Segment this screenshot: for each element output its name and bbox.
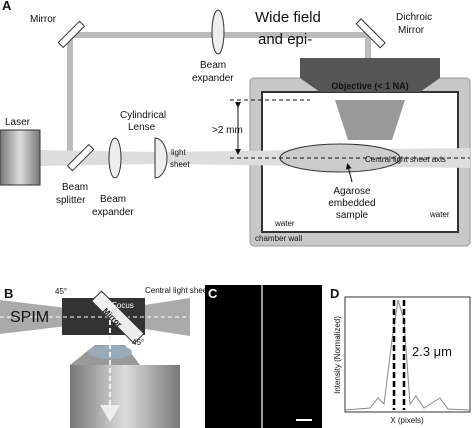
y-axis-label: Intensity (Normalized) xyxy=(333,316,342,394)
label: splitter xyxy=(56,195,86,206)
panel-label: C xyxy=(208,286,218,301)
label: sheet xyxy=(170,160,190,169)
label: Beam xyxy=(100,194,126,205)
label: expander xyxy=(92,207,134,218)
label: Mirror xyxy=(30,14,57,25)
label: Focus xyxy=(112,301,134,310)
label: Objective (< 1 NA) xyxy=(331,81,408,91)
label: >2 mm xyxy=(212,125,243,136)
panel-c: C xyxy=(205,285,322,428)
x-axis-label: X (pixels) xyxy=(390,416,424,425)
label: Central light sheet axis xyxy=(365,155,446,164)
label: Laser xyxy=(5,117,31,128)
label: Lense xyxy=(128,122,156,133)
label: SPIM xyxy=(10,309,49,326)
label: 45° xyxy=(132,338,144,347)
objective-cone xyxy=(335,100,405,140)
label: Cylindrical xyxy=(120,110,166,121)
label: 2.3 μm xyxy=(412,344,452,359)
dichroic-mirror xyxy=(355,18,386,49)
label: and epi- xyxy=(258,31,312,48)
panel-label: B xyxy=(4,286,13,301)
lens xyxy=(211,9,225,55)
label: Central light sheet axis xyxy=(145,286,226,295)
laser xyxy=(0,129,41,186)
arrow xyxy=(100,405,120,422)
label: Beam xyxy=(62,182,88,193)
label: Wide field xyxy=(255,9,321,26)
lens xyxy=(108,137,122,179)
label: Agarose xyxy=(333,186,371,197)
beam-splitter xyxy=(66,143,95,172)
panel-d: D Intensity (Normalized) X (pixels) 2.3 … xyxy=(330,286,471,425)
panel-a: A Mirror Wide field and epi- Dichroic Mi… xyxy=(0,0,471,247)
panel-b: B SPIM 45° 45° Focus Mirror Central ligh… xyxy=(0,286,226,428)
label: water xyxy=(429,210,450,219)
label: water xyxy=(274,219,295,228)
objective xyxy=(300,58,440,92)
cylindrical-lens xyxy=(154,137,168,179)
plot-frame xyxy=(344,296,471,413)
label: chamber wall xyxy=(255,234,302,243)
panel-label: A xyxy=(2,0,12,13)
image xyxy=(205,285,322,428)
label: expander xyxy=(192,73,234,84)
label: light xyxy=(171,148,186,157)
objective xyxy=(70,365,180,428)
mirror xyxy=(57,20,86,49)
mirror xyxy=(90,290,145,345)
label: sample xyxy=(336,210,369,221)
label: Mirror xyxy=(398,25,425,36)
label: 45° xyxy=(55,287,67,296)
pointer xyxy=(345,163,353,183)
label: Dichroic xyxy=(396,12,432,23)
label: Beam xyxy=(200,60,226,71)
panel-label: D xyxy=(330,286,339,301)
label: embedded xyxy=(328,198,375,209)
